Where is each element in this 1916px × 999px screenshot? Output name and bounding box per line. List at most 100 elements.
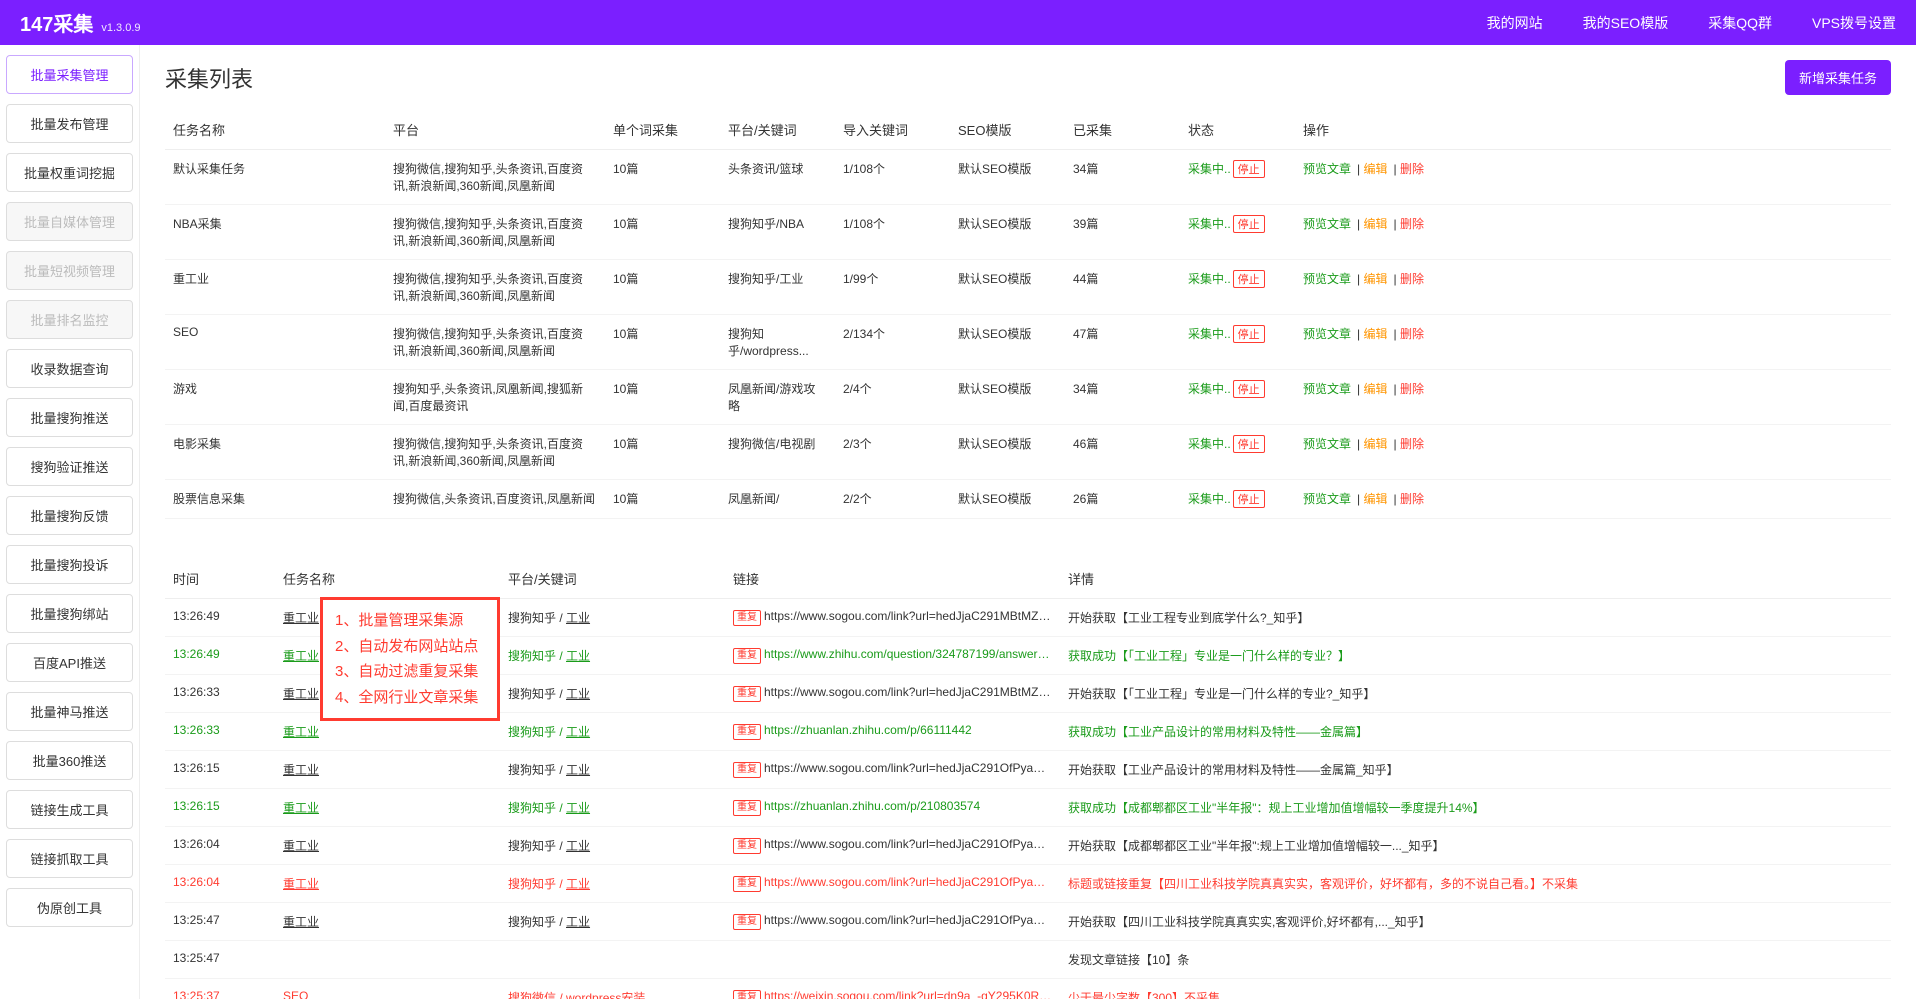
keyword-link[interactable]: 工业 — [566, 649, 590, 663]
sidebar-item[interactable]: 批量搜狗绑站 — [6, 594, 133, 633]
edit-link[interactable]: 编辑 — [1363, 162, 1387, 176]
sidebar-item[interactable]: 批量搜狗推送 — [6, 398, 133, 437]
keyword-link[interactable]: 工业 — [566, 611, 590, 625]
stop-button[interactable]: 停止 — [1233, 490, 1265, 508]
sidebar-item[interactable]: 搜狗验证推送 — [6, 447, 133, 486]
keyword-link[interactable]: 工业 — [566, 763, 590, 777]
stop-button[interactable]: 停止 — [1233, 215, 1265, 233]
preview-link[interactable]: 预览文章 — [1303, 382, 1351, 396]
edit-link[interactable]: 编辑 — [1363, 382, 1387, 396]
link-text[interactable]: https://zhuanlan.zhihu.com/p/66111442 — [764, 723, 972, 737]
preview-link[interactable]: 预览文章 — [1303, 217, 1351, 231]
delete-link[interactable]: 删除 — [1400, 217, 1424, 231]
edit-link[interactable]: 编辑 — [1363, 437, 1387, 451]
edit-link[interactable]: 编辑 — [1363, 272, 1387, 286]
task-link[interactable]: SEO — [283, 989, 308, 999]
task-table: 任务名称平台单个词采集平台/关键词导入关键词SEO模版已采集状态操作 默认采集任… — [165, 110, 1891, 519]
log-platform: 搜狗知乎 / 工业 — [500, 713, 725, 751]
top-nav: 我的网站 我的SEO模版 采集QQ群 VPS拨号设置 — [1487, 13, 1896, 33]
stop-button[interactable]: 停止 — [1233, 380, 1265, 398]
task-link[interactable]: 重工业 — [283, 877, 319, 891]
log-platform — [500, 941, 725, 979]
stop-button[interactable]: 停止 — [1233, 435, 1265, 453]
topnav-link[interactable]: 采集QQ群 — [1708, 13, 1772, 33]
keyword-link[interactable]: 工业 — [566, 687, 590, 701]
preview-link[interactable]: 预览文章 — [1303, 492, 1351, 506]
link-text[interactable]: https://www.sogou.com/link?url=hedJjaC29… — [764, 837, 1060, 851]
sidebar-item[interactable]: 批量360推送 — [6, 741, 133, 780]
log-detail: 开始获取【四川工业科技学院真真实实,客观评价,好坏都有,..._知乎】 — [1060, 903, 1891, 941]
task-link[interactable]: 重工业 — [283, 763, 319, 777]
add-task-button[interactable]: 新增采集任务 — [1785, 60, 1891, 95]
log-time: 13:26:15 — [165, 751, 275, 789]
log-time: 13:26:49 — [165, 599, 275, 637]
keyword-link[interactable]: 工业 — [566, 801, 590, 815]
topnav-link[interactable]: 我的网站 — [1487, 13, 1543, 33]
preview-link[interactable]: 预览文章 — [1303, 327, 1351, 341]
log-platform: 搜狗知乎 / 工业 — [500, 751, 725, 789]
link-text[interactable]: https://www.zhihu.com/question/324787199… — [764, 647, 1060, 661]
keyword-link[interactable]: 工业 — [566, 725, 590, 739]
task-link[interactable]: 重工业 — [283, 915, 319, 929]
top-bar: 147采集 v1.3.0.9 我的网站我的SEO模版采集QQ群VPS拨号设置 — [0, 0, 1916, 45]
link-text[interactable]: https://www.sogou.com/link?url=hedJjaC29… — [764, 685, 1060, 699]
log-time: 13:26:15 — [165, 789, 275, 827]
task-row: 游戏搜狗知乎,头条资讯,凤凰新闻,搜狐新闻,百度最资讯10篇凤凰新闻/游戏攻略2… — [165, 370, 1891, 425]
delete-link[interactable]: 删除 — [1400, 327, 1424, 341]
link-text[interactable]: https://www.sogou.com/link?url=hedJjaC29… — [764, 609, 1060, 623]
sidebar-item: 批量短视频管理 — [6, 251, 133, 290]
log-row: 13:25:37SEO搜狗微信 / wordpress安装重复https://w… — [165, 979, 1891, 999]
sidebar-item[interactable]: 批量采集管理 — [6, 55, 133, 94]
task-link[interactable]: 重工业 — [283, 649, 319, 663]
link-text[interactable]: https://weixin.sogou.com/link?url=dn9a_-… — [764, 989, 1060, 999]
link-text[interactable]: https://www.sogou.com/link?url=hedJjaC29… — [764, 875, 1060, 889]
keyword-link[interactable]: 工业 — [566, 915, 590, 929]
topnav-link[interactable]: VPS拨号设置 — [1812, 13, 1896, 33]
delete-link[interactable]: 删除 — [1400, 272, 1424, 286]
task-cell: 电影采集 — [165, 425, 385, 480]
stop-button[interactable]: 停止 — [1233, 270, 1265, 288]
delete-link[interactable]: 删除 — [1400, 492, 1424, 506]
task-link[interactable]: 重工业 — [283, 725, 319, 739]
link-text[interactable]: https://www.sogou.com/link?url=hedJjaC29… — [764, 761, 1060, 775]
task-header: 平台/关键词 — [720, 110, 835, 150]
task-link[interactable]: 重工业 — [283, 839, 319, 853]
sidebar-item[interactable]: 伪原创工具 — [6, 888, 133, 927]
task-link[interactable]: 重工业 — [283, 687, 319, 701]
delete-link[interactable]: 删除 — [1400, 437, 1424, 451]
stop-button[interactable]: 停止 — [1233, 160, 1265, 178]
edit-link[interactable]: 编辑 — [1363, 327, 1387, 341]
status-running: 采集中.. — [1188, 437, 1231, 451]
sidebar-item[interactable]: 链接抓取工具 — [6, 839, 133, 878]
edit-link[interactable]: 编辑 — [1363, 492, 1387, 506]
task-link[interactable]: 重工业 — [283, 611, 319, 625]
task-cell: 凤凰新闻/ — [720, 480, 835, 519]
task-row: NBA采集搜狗微信,搜狗知乎,头条资讯,百度资讯,新浪新闻,360新闻,凤凰新闻… — [165, 205, 1891, 260]
delete-link[interactable]: 删除 — [1400, 382, 1424, 396]
sidebar-item[interactable]: 批量搜狗反馈 — [6, 496, 133, 535]
sidebar-item[interactable]: 百度API推送 — [6, 643, 133, 682]
keyword-link[interactable]: 工业 — [566, 877, 590, 891]
sidebar-item[interactable]: 批量权重词挖掘 — [6, 153, 133, 192]
sidebar-item[interactable]: 批量发布管理 — [6, 104, 133, 143]
preview-link[interactable]: 预览文章 — [1303, 162, 1351, 176]
sidebar-item[interactable]: 链接生成工具 — [6, 790, 133, 829]
sidebar-item[interactable]: 收录数据查询 — [6, 349, 133, 388]
task-link[interactable]: 重工业 — [283, 801, 319, 815]
log-platform: 搜狗知乎 / 工业 — [500, 675, 725, 713]
keyword-link[interactable]: 工业 — [566, 839, 590, 853]
sidebar-item[interactable]: 批量搜狗投诉 — [6, 545, 133, 584]
sidebar-item[interactable]: 批量神马推送 — [6, 692, 133, 731]
edit-link[interactable]: 编辑 — [1363, 217, 1387, 231]
keyword-link[interactable]: wordpress安装 — [566, 991, 645, 999]
topnav-link[interactable]: 我的SEO模版 — [1583, 13, 1669, 33]
preview-link[interactable]: 预览文章 — [1303, 272, 1351, 286]
link-text[interactable]: https://zhuanlan.zhihu.com/p/210803574 — [764, 799, 980, 813]
link-text[interactable]: https://www.sogou.com/link?url=hedJjaC29… — [764, 913, 1060, 927]
task-cell: 39篇 — [1065, 205, 1180, 260]
delete-link[interactable]: 删除 — [1400, 162, 1424, 176]
log-detail: 开始获取【工业产品设计的常用材料及特性——金属篇_知乎】 — [1060, 751, 1891, 789]
status-running: 采集中.. — [1188, 217, 1231, 231]
stop-button[interactable]: 停止 — [1233, 325, 1265, 343]
preview-link[interactable]: 预览文章 — [1303, 437, 1351, 451]
